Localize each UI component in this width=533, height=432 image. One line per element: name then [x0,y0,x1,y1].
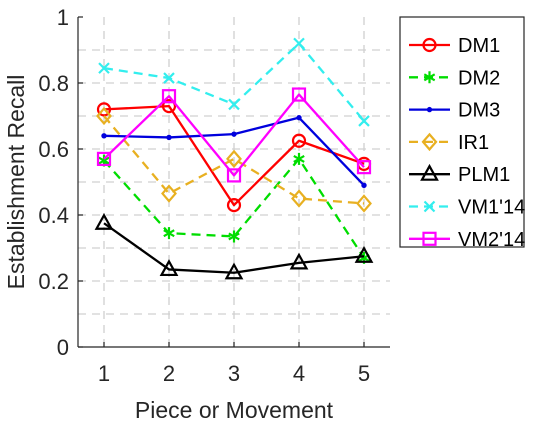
legend-label-PLM1: PLM1 [458,164,510,186]
series-IR1 [96,106,372,213]
legend-entry-VM2'14: VM2'14 [409,229,525,251]
legend: DM1 DM2 DM3 IR1 PLM1 VM1'14 VM2'14 [399,16,525,251]
point-IR1-1 [96,106,112,126]
x-tick-label-2: 2 [163,361,175,386]
point-DM3-5 [361,182,367,189]
x-axis-label: Piece or Movement [135,397,334,423]
y-tick-label-0.2: 0.2 [38,269,69,294]
legend-entry-PLM1: PLM1 [409,163,510,186]
point-VM2'14-1 [96,151,112,166]
legend-box [399,16,525,248]
point-DM3-1 [101,133,107,139]
point-VM2'14-5 [356,160,372,175]
point-IR1-4 [291,189,307,208]
point-DM1-2 [161,98,177,114]
series-line-DM1 [103,104,365,207]
series-line-DM2 [103,157,365,259]
y-tick-label-0.4: 0.4 [38,203,69,228]
legend-label-VM2'14: VM2'14 [458,229,525,251]
point-DM1-1 [96,102,112,117]
y-tick-label-0: 0 [57,335,69,360]
point-DM3-2 [166,134,172,141]
y-tick-label-1: 1 [57,5,69,30]
point-PLM1-4 [289,252,309,270]
legend-marker-VM1'14 [423,200,436,213]
point-VM1'14-4 [293,37,305,50]
axes [77,16,390,348]
legend-label-DM3: DM3 [458,100,500,122]
series-DM3 [101,114,367,189]
x-tick-label-1: 1 [98,361,110,386]
series-DM1 [96,98,372,213]
y-tick-label-0.8: 0.8 [38,71,69,96]
x-tick-label-4: 4 [293,361,305,386]
y-axis-label: Establishment Recall [3,75,29,290]
point-DM1-4 [291,133,307,148]
point-IR1-3 [226,149,242,169]
legend-label-DM2: DM2 [458,67,500,89]
series-VM1'14 [98,37,370,127]
series-line-IR1 [103,115,365,205]
point-VM2'14-3 [226,168,242,183]
point-IR1-5 [356,194,372,213]
x-tick-label-3: 3 [228,361,240,386]
legend-marker-DM1 [422,37,437,53]
series-line-PLM1 [103,222,365,274]
legend-label-IR1: IR1 [458,132,489,154]
legend-marker-PLM1 [420,163,439,181]
point-PLM1-2 [159,259,179,277]
point-PLM1-1 [94,212,114,230]
series-line-VM1'14 [103,42,365,122]
y-tick-label-0.6: 0.6 [38,137,69,162]
point-DM2-2 [163,227,175,240]
legend-entry-IR1: IR1 [409,132,489,154]
series-VM2'14 [96,87,372,183]
point-VM1'14-3 [228,98,240,111]
legend-entry-DM1: DM1 [409,35,500,57]
x-tick-label-5: 5 [358,361,370,386]
point-DM2-3 [228,230,240,243]
legend-label-DM1: DM1 [458,35,500,57]
point-VM1'14-2 [163,72,175,84]
series-line-VM2'14 [103,93,365,177]
point-VM1'14-1 [98,62,110,74]
legend-marker-DM2 [423,71,436,84]
point-PLM1-5 [354,245,374,263]
legend-entry-VM1'14: VM1'14 [409,197,525,219]
legend-entry-DM2: DM2 [409,67,500,89]
point-DM3-4 [296,114,302,121]
point-PLM1-3 [224,262,244,280]
series-layer [94,37,374,280]
series-DM2 [98,152,370,264]
series-PLM1 [94,212,374,280]
point-IR1-2 [161,184,177,203]
legend-marker-IR1 [421,132,438,152]
legend-marker-VM2'14 [422,231,437,246]
point-DM3-3 [231,131,237,137]
point-VM2'14-2 [161,89,177,104]
point-VM2'14-4 [291,87,307,102]
point-VM1'14-5 [358,115,370,127]
point-DM1-3 [226,198,242,213]
tick-labels: 1 2 3 4 5 0 0.2 0.4 0.6 0.8 1 [38,5,370,386]
grid-layer [78,17,390,347]
legend-marker-DM3 [426,106,433,113]
legend-label-VM1'14: VM1'14 [458,197,525,219]
legend-entry-DM3: DM3 [409,100,500,122]
point-DM2-4 [293,152,305,165]
